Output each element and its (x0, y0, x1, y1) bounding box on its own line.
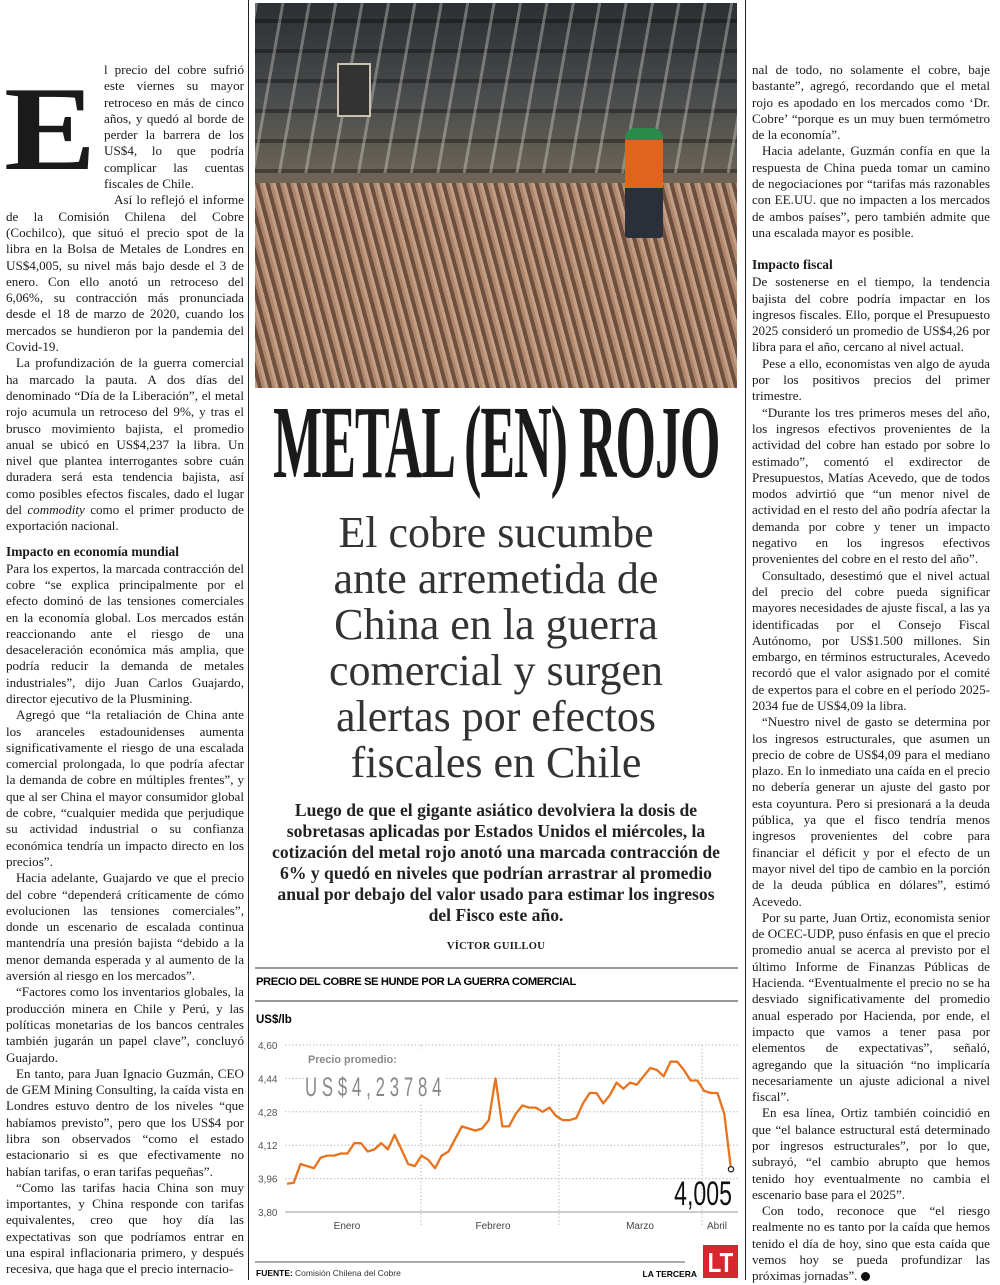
article-paragraph: “Factores como los inventarios globales,… (6, 984, 244, 1065)
publisher-name: LA TERCERA (643, 1269, 697, 1279)
source-label: FUENTE: (256, 1268, 293, 1278)
end-of-article-icon (861, 1272, 870, 1281)
column-divider (745, 0, 746, 1280)
chart-svg: PRECIO DEL COBRE SE HUNDE POR LA GUERRA … (255, 965, 738, 1280)
photo-copper-cathodes (255, 183, 737, 388)
subheadline: El cobre sucumbe ante arremetida de Chin… (255, 510, 737, 786)
subheadline-line: alertas por efectos (255, 694, 737, 740)
subheadline-line: comercial y surgen (255, 648, 737, 694)
subheadline-line: China en la guerra (255, 602, 737, 648)
article-paragraph: “Como las tarifas hacia China son muy im… (6, 1180, 244, 1278)
photo-worker (625, 128, 663, 238)
y-tick-label: 3,80 (258, 1208, 278, 1219)
italic-term: commodity (27, 502, 84, 517)
article-paragraph: Consultado, desestimó que el nivel actua… (752, 568, 990, 715)
deck: Luego de que el gigante asiático devolvi… (268, 800, 724, 926)
article-paragraph: De sostenerse en el tiempo, la tendencia… (752, 274, 990, 355)
article-right-column: nal de todo, no solamente el cobre, baje… (752, 62, 990, 1285)
x-month-label: Marzo (626, 1221, 654, 1232)
article-paragraph: Pese a ello, economistas ven algo de ayu… (752, 356, 990, 405)
article-paragraph: Para los expertos, la marcada contracció… (6, 561, 244, 708)
y-tick-label: 4,12 (258, 1141, 278, 1152)
headline: METAL (EN) ROJO (255, 388, 737, 498)
last-value-label: 4,005 (674, 1176, 732, 1213)
article-paragraph: Por su parte, Juan Ortiz, economista sen… (752, 910, 990, 1106)
y-tick-label: 4,60 (258, 1041, 278, 1052)
average-label: Precio promedio: (308, 1054, 397, 1066)
section-subhead: Impacto fiscal (752, 257, 990, 273)
text-run: La profundización de la guerra comercial… (6, 355, 244, 517)
article-left-column: E l precio del cobre sufrió este viernes… (6, 62, 244, 1278)
column-divider (248, 0, 249, 1280)
subheadline-line: fiscales en Chile (255, 740, 737, 786)
x-month-label: Abril (707, 1221, 727, 1232)
section-subhead: Impacto en economía mundial (6, 544, 244, 560)
article-paragraph: La profundización de la guerra comercial… (6, 355, 244, 534)
y-axis-label: US$/lb (256, 1014, 292, 1026)
subheadline-line: ante arremetida de (255, 556, 737, 602)
x-month-label: Febrero (475, 1221, 510, 1232)
article-paragraph: En esa línea, Ortiz también coincidió en… (752, 1105, 990, 1203)
article-paragraph: Agregó que “la retaliación de China ante… (6, 707, 244, 870)
source-text: Comisión Chilena del Cobre (295, 1268, 401, 1278)
chart-title: PRECIO DEL COBRE SE HUNDE POR LA GUERRA … (256, 976, 577, 988)
photo-roof (255, 3, 737, 173)
y-tick-label: 3,96 (258, 1175, 278, 1186)
x-month-label: Enero (334, 1221, 361, 1232)
byline: VÍCTOR GUILLOU (255, 941, 737, 952)
copper-refinery-photo (255, 3, 737, 388)
article-paragraph: Así lo reflejó el informe de la Comisión… (6, 192, 244, 355)
logo-text: LT (708, 1248, 734, 1279)
headline-text: METAL (EN) ROJO (273, 388, 719, 498)
article-paragraph: nal de todo, no solamente el cobre, baje… (752, 62, 990, 143)
article-paragraph: Hacia adelante, Guzmán confía en que la … (752, 143, 990, 241)
photo-crane-operator (337, 63, 371, 117)
y-tick-label: 4,44 (258, 1074, 278, 1085)
copper-price-chart: PRECIO DEL COBRE SE HUNDE POR LA GUERRA … (255, 965, 738, 1280)
article-paragraph: Con todo, reconoce que “el riesgo realme… (752, 1203, 990, 1284)
last-value-marker (728, 1167, 733, 1172)
text-run: Con todo, reconoce que “el riesgo realme… (752, 1203, 990, 1283)
x-month-labels: Enero Febrero Marzo Abril (334, 1221, 727, 1232)
article-paragraph: En tanto, para Juan Ignacio Guzmán, CEO … (6, 1066, 244, 1180)
subheadline-line: El cobre sucumbe (255, 510, 737, 556)
article-paragraph: “Nuestro nivel de gasto se determina por… (752, 714, 990, 910)
drop-cap: E (4, 62, 105, 196)
y-tick-label: 4,28 (258, 1108, 278, 1119)
y-ticks: 4,60 4,44 4,28 4,12 3,96 3,80 (258, 1041, 278, 1219)
article-paragraph: “Durante los tres primeros meses del año… (752, 405, 990, 568)
article-paragraph: Hacia adelante, Guajardo ve que el preci… (6, 870, 244, 984)
